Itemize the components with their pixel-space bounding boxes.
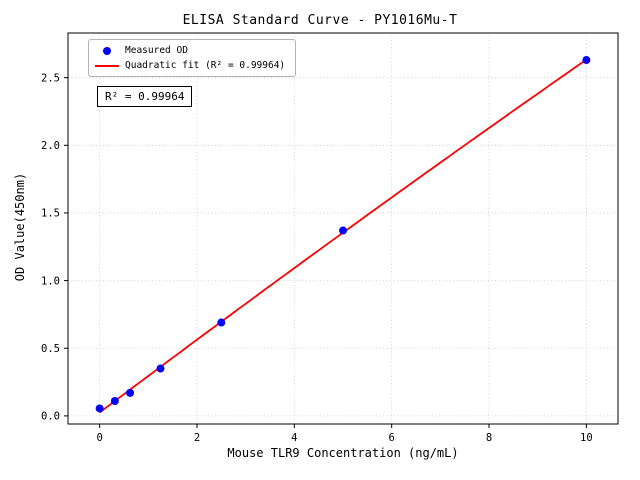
quadratic-fit-line (99, 58, 587, 414)
x-tick-label: 6 (389, 432, 395, 444)
y-tick-label: 0.5 (41, 343, 60, 355)
chart-title: ELISA Standard Curve - PY1016Mu-T (182, 13, 458, 28)
measured-od-point (156, 364, 165, 373)
y-tick-label: 0.0 (41, 411, 60, 423)
legend-item-measured: Measured OD (95, 45, 285, 56)
measured-od-point (95, 404, 104, 413)
legend-label-measured: Measured OD (125, 45, 188, 56)
y-tick-label: 1.0 (41, 275, 60, 287)
legend-handle-measured (95, 46, 119, 55)
legend: Measured OD Quadratic fit (R² = 0.99964) (88, 39, 297, 77)
measured-od-point (110, 397, 119, 405)
legend-handle-fit (95, 64, 119, 67)
r-squared-annotation: R² = 0.99964 (97, 86, 193, 107)
measured-od-point (582, 56, 591, 65)
measured-od-point (126, 388, 135, 397)
x-tick-label: 4 (291, 432, 297, 444)
measured-od-point (339, 226, 347, 235)
measured-od-point (217, 318, 226, 327)
axes-frame (67, 32, 619, 425)
y-tick-label: 2.0 (41, 140, 60, 152)
x-tick-label: 0 (96, 432, 102, 444)
legend-label-fit: Quadratic fit (R² = 0.99964) (125, 60, 286, 71)
measured-od-marker-icon (103, 46, 111, 55)
y-axis-label: OD Value(450nm) (13, 172, 27, 282)
fit-line-marker-icon (95, 64, 119, 67)
x-tick-label: 10 (580, 432, 593, 444)
y-tick-label: 1.5 (41, 208, 60, 220)
x-tick-label: 2 (194, 432, 200, 444)
x-axis-label: Mouse TLR9 Concentration (ng/mL) (227, 446, 459, 460)
legend-item-fit: Quadratic fit (R² = 0.99964) (95, 60, 285, 71)
x-tick-label: 8 (486, 432, 492, 444)
y-tick-label: 2.5 (41, 72, 60, 84)
